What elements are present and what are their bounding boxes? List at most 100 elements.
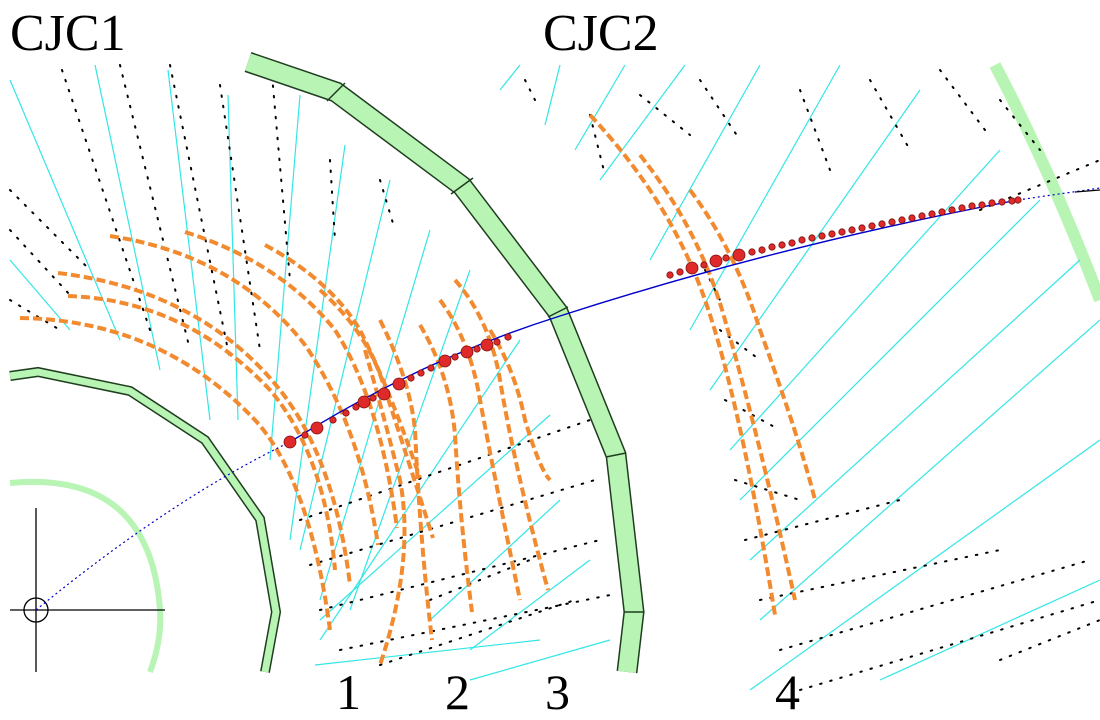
track-point-small-2 — [329, 416, 337, 424]
layer-marker-3: 3 — [545, 664, 570, 720]
track-point-small-7 — [417, 369, 425, 377]
drift-hit-8 — [363, 349, 407, 666]
wire-row-16 — [869, 79, 911, 151]
track-extrapolation-inner — [35, 441, 291, 611]
cell-line-29 — [469, 639, 611, 681]
track-point-small-44 — [1014, 196, 1022, 204]
wire-row-15 — [799, 89, 831, 171]
drift-hit-15 — [638, 153, 797, 601]
wire-row-7 — [9, 189, 91, 271]
drift-hit-4 — [109, 234, 380, 546]
wire-row-13 — [639, 94, 691, 136]
cell-line-21 — [749, 259, 1081, 561]
wire-row-8 — [9, 229, 71, 296]
cell-line-24 — [879, 579, 1100, 681]
wire-row-10 — [379, 179, 396, 231]
track-point-small-26 — [838, 228, 846, 236]
wire-row-25 — [779, 559, 1091, 651]
cell-line-17 — [689, 64, 841, 331]
wire-row-12 — [589, 114, 606, 176]
wire-row-23 — [744, 499, 901, 541]
cell-line-5 — [269, 94, 301, 461]
cell-line-28 — [314, 639, 541, 666]
track-point-small-16 — [722, 254, 730, 262]
wire-row-24 — [759, 549, 1001, 601]
track-point-small-1 — [301, 431, 309, 439]
cell-line-15 — [599, 64, 686, 181]
wire-row-20 — [719, 329, 761, 361]
wire-row-27 — [799, 599, 1100, 691]
track-point-small-21 — [788, 239, 796, 247]
wire-row-2 — [119, 64, 191, 351]
wire-row-33 — [379, 599, 576, 666]
track-point-small-30 — [878, 220, 886, 228]
track-point-small-17 — [748, 248, 756, 256]
cell-line-11 — [9, 259, 71, 331]
cell-line-25 — [319, 414, 551, 621]
wire-row-11 — [524, 79, 536, 101]
drift-hit-10 — [418, 323, 474, 613]
drift-hit-16 — [688, 188, 817, 501]
wire-row-17 — [939, 69, 986, 131]
beam-pipe-arc — [9, 478, 164, 674]
wire-row-34 — [429, 559, 531, 601]
track-point-small-11 — [493, 338, 501, 346]
inner-chamber-wall-fill — [9, 368, 280, 673]
wire-row-22 — [734, 479, 801, 501]
track-point-small-18 — [758, 246, 766, 254]
track-point-small-6 — [407, 374, 415, 382]
wire-row-4 — [219, 84, 261, 351]
drift-hit-12 — [453, 278, 550, 591]
track-point-small-29 — [868, 222, 876, 230]
track-point-small-36 — [938, 208, 946, 216]
inner-chamber-wall — [9, 366, 282, 673]
track-point-small-35 — [928, 210, 936, 218]
wire-row-9 — [9, 299, 61, 331]
drift-hit-1 — [19, 316, 332, 631]
track-point-large-8 — [480, 338, 494, 352]
track-point-large-3 — [357, 395, 371, 409]
track-point-small-33 — [908, 214, 916, 222]
drift-hit-14 — [588, 113, 777, 616]
separator-wall-segment-ticks — [326, 82, 644, 613]
track-point-small-22 — [798, 236, 806, 244]
cell-line-13 — [544, 64, 561, 126]
cell-line-27 — [469, 559, 591, 651]
track-point-large-4 — [377, 387, 391, 401]
cell-line-20 — [739, 199, 1041, 501]
track-point-small-14 — [676, 268, 684, 276]
track-point-small-31 — [888, 218, 896, 226]
cell-line-2 — [94, 64, 161, 371]
track-point-small-20 — [778, 241, 786, 249]
cell-line-7 — [299, 179, 391, 551]
wire-row-6 — [329, 159, 336, 241]
wire-row-26 — [999, 619, 1100, 661]
wire-row-1 — [61, 69, 151, 331]
track-point-large-10 — [709, 254, 723, 268]
layer-marker-4: 4 — [775, 664, 800, 720]
cell-line-22 — [759, 319, 1100, 621]
track-point-small-19 — [768, 243, 776, 251]
track-point-small-3 — [342, 409, 350, 417]
track-point-small-28 — [858, 224, 866, 232]
cell-line-1 — [9, 79, 121, 341]
chamber-label-cjc1: CJC1 — [10, 5, 126, 62]
track-point-small-43 — [1008, 197, 1016, 205]
drift-hit-2 — [57, 271, 352, 586]
track-point-small-15 — [700, 261, 708, 269]
cell-line-14 — [574, 64, 626, 151]
track-point-small-5 — [369, 394, 377, 402]
track-point-small-9 — [451, 353, 459, 361]
track-extrapolation-outer — [1017, 187, 1100, 201]
track-point-large-2 — [310, 421, 324, 435]
track-point-small-10 — [473, 345, 481, 353]
track-point-large-5 — [392, 377, 406, 391]
chamber-label-cjc2: CJC2 — [543, 5, 659, 62]
wire-row-30 — [309, 479, 596, 566]
track-point-small-4 — [352, 403, 360, 411]
cell-boundary-lines — [9, 64, 1100, 691]
cell-line-18 — [709, 89, 921, 391]
track-point-small-23 — [808, 234, 816, 242]
drift-hit-9 — [378, 319, 434, 641]
